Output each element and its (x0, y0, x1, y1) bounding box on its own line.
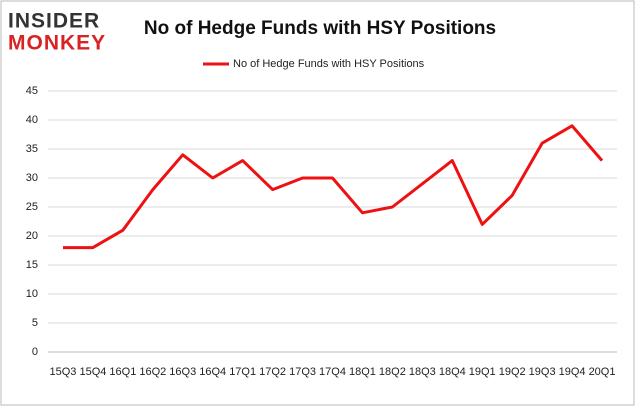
y-tick-label: 35 (26, 143, 38, 155)
x-tick-label: 20Q1 (589, 366, 616, 378)
x-tick-label: 17Q1 (229, 366, 256, 378)
line-series (62, 124, 604, 250)
x-tick-label: 15Q3 (50, 366, 77, 378)
y-tick-label: 45 (26, 85, 38, 97)
y-tick-label: 40 (26, 114, 38, 126)
y-tick-label: 0 (32, 346, 38, 358)
y-tick-label: 30 (26, 172, 38, 184)
x-tick-label: 17Q4 (319, 366, 346, 378)
x-tick-label: 18Q2 (379, 366, 406, 378)
x-tick-label: 19Q2 (499, 366, 526, 378)
y-tick-label: 25 (26, 201, 38, 213)
x-tick-label: 18Q1 (349, 366, 376, 378)
logo-bottom: MONKEY (8, 32, 106, 55)
y-tick-label: 10 (26, 288, 38, 300)
x-tick-label: 17Q3 (289, 366, 316, 378)
x-tick-label: 19Q4 (559, 366, 586, 378)
x-tick-label: 19Q1 (469, 366, 496, 378)
x-tick-label: 16Q2 (139, 366, 166, 378)
x-tick-label: 17Q2 (259, 366, 286, 378)
x-tick-label: 15Q4 (79, 366, 106, 378)
x-tick-label: 18Q3 (409, 366, 436, 378)
x-tick-label: 16Q3 (169, 366, 196, 378)
y-tick-label: 15 (26, 259, 38, 271)
x-tick-label: 16Q4 (199, 366, 226, 378)
y-tick-label: 5 (32, 317, 38, 329)
x-tick-label: 18Q4 (439, 366, 466, 378)
x-tick-label: 19Q3 (529, 366, 556, 378)
chart-title: No of Hedge Funds with HSY Positions (144, 18, 496, 39)
legend-label: No of Hedge Funds with HSY Positions (233, 58, 425, 70)
logo-top: INSIDER (8, 10, 100, 33)
y-tick-label: 20 (26, 230, 38, 242)
x-tick-label: 16Q1 (109, 366, 136, 378)
